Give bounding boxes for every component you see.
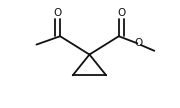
Text: O: O [117,8,125,18]
Text: O: O [53,8,62,18]
Text: O: O [135,38,143,48]
